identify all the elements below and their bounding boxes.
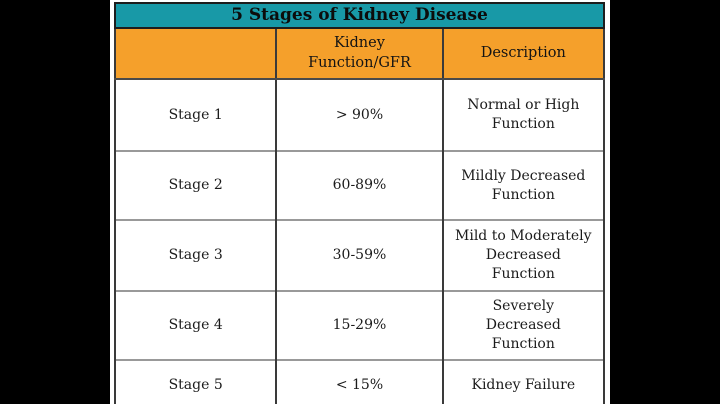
- table-row-stage-3: Stage 3 30-59% Mild to Moderately Decrea…: [113, 219, 606, 291]
- table-row-stage-4: Stage 4 15-29% Severely Decreased Functi…: [113, 290, 606, 360]
- table-title-row: 5 Stages of Kidney Disease: [114, 2, 605, 29]
- stage-cell: Stage 5: [113, 359, 278, 404]
- table-row-stage-2: Stage 2 60-89% Mildly Decreased Function: [113, 150, 606, 220]
- column-header-stage: [113, 28, 278, 80]
- gfr-cell: > 90%: [275, 79, 444, 151]
- table-header-row: Kidney Function/GFR Description: [113, 28, 606, 80]
- gfr-cell: 15-29%: [275, 290, 444, 360]
- gfr-cell: 30-59%: [275, 219, 444, 291]
- stage-cell: Stage 2: [113, 150, 278, 220]
- stage-cell: Stage 3: [113, 219, 278, 291]
- description-cell: Severely Decreased Function: [441, 290, 606, 360]
- description-cell: Mildly Decreased Function: [441, 150, 606, 220]
- gfr-cell: < 15%: [275, 359, 444, 404]
- description-cell: Mild to Moderately Decreased Function: [441, 219, 606, 291]
- column-header-gfr: Kidney Function/GFR: [275, 28, 444, 80]
- stage-cell: Stage 1: [113, 79, 278, 151]
- description-cell: Normal or High Function: [441, 79, 606, 151]
- slide-content-area: 5 Stages of Kidney Disease Kidney Functi…: [110, 0, 610, 404]
- table-row-stage-1: Stage 1 > 90% Normal or High Function: [113, 79, 606, 151]
- gfr-cell: 60-89%: [275, 150, 444, 220]
- table-row-stage-5: Stage 5 < 15% Kidney Failure: [113, 359, 606, 404]
- kidney-disease-table: 5 Stages of Kidney Disease Kidney Functi…: [113, 2, 606, 404]
- column-header-description: Description: [441, 28, 606, 80]
- stage-cell: Stage 4: [113, 290, 278, 360]
- description-cell: Kidney Failure: [441, 359, 606, 404]
- table-title: 5 Stages of Kidney Disease: [114, 2, 605, 29]
